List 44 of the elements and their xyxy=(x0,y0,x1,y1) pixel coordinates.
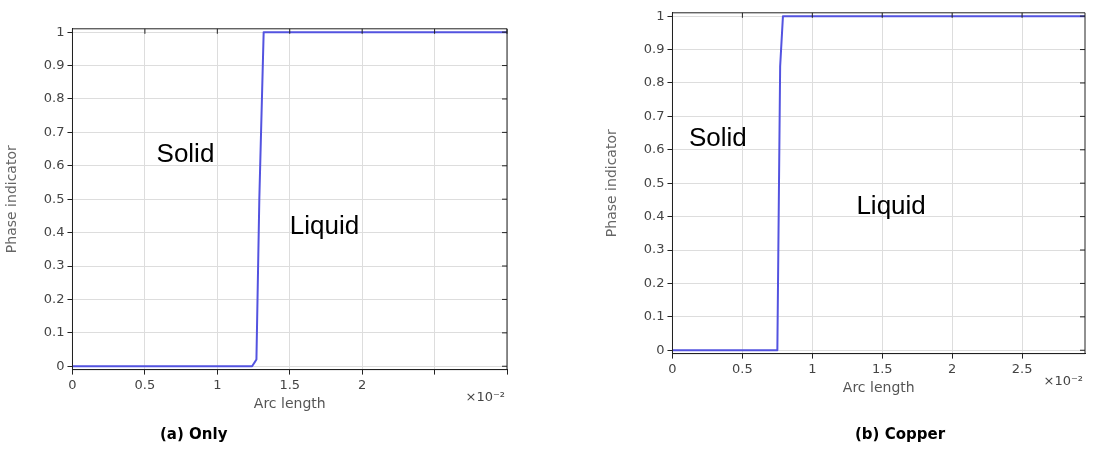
y-tick-label: 1 xyxy=(656,7,665,23)
y-tick-label: 0.6 xyxy=(43,157,65,173)
text: (b) Copper xyxy=(855,425,946,443)
x-tick-label: 1 xyxy=(808,360,817,376)
x-tick-label: 1.5 xyxy=(279,376,301,392)
y-tick-label: 0.4 xyxy=(43,223,65,239)
y-tick-label: 0.9 xyxy=(643,40,665,56)
y-tick-label: 0.6 xyxy=(643,141,665,157)
y-tick-label: 0 xyxy=(656,341,665,357)
annotation: Liquid xyxy=(856,190,926,221)
y-tick-label: 0.2 xyxy=(643,274,665,290)
y-tick-label: 0.8 xyxy=(643,74,665,90)
x-tick-label: 1.5 xyxy=(871,360,893,376)
y-tick-label: 0.3 xyxy=(43,257,65,273)
y-axis-title: Phase indicator xyxy=(603,129,620,238)
x-tick-label: 2.5 xyxy=(1011,360,1033,376)
y-tick-label: 0.1 xyxy=(43,324,65,340)
y-tick-label: 0.2 xyxy=(43,290,65,306)
x-tick-label: 1 xyxy=(213,376,222,392)
x-tick-label: 0.5 xyxy=(732,360,753,376)
y-tick-label: 0.3 xyxy=(643,241,665,257)
x-tick-label: 2 xyxy=(358,376,367,392)
y-tick-label: 0.5 xyxy=(643,174,665,190)
x-tick-label: 0 xyxy=(68,376,77,392)
x-axis-title: Arc length xyxy=(842,379,915,396)
text: (a) Only xyxy=(160,425,228,443)
y-tick-label: 0.5 xyxy=(43,190,65,206)
y-tick-label: 0.8 xyxy=(43,90,65,106)
y-tick-label: 0.9 xyxy=(43,56,65,72)
annotation: Liquid xyxy=(289,209,360,240)
x-tick-label: 0 xyxy=(668,360,677,376)
text: ×10⁻² xyxy=(1043,373,1083,389)
annotation: Solid xyxy=(156,138,215,169)
x-axis-title: Arc length xyxy=(253,395,326,412)
x-tick-label: 0.5 xyxy=(134,376,156,392)
y-tick-label: 1 xyxy=(56,23,65,39)
y-axis-title: Phase indicator xyxy=(3,145,20,254)
y-tick-label: 0.4 xyxy=(643,207,665,223)
y-tick-label: 0.1 xyxy=(643,308,665,324)
x-tick-label: 2 xyxy=(948,360,957,376)
y-tick-label: 0.7 xyxy=(643,107,665,123)
annotation: Solid xyxy=(688,122,747,153)
y-tick-label: 0.7 xyxy=(43,123,65,139)
text: ×10⁻² xyxy=(465,389,505,405)
